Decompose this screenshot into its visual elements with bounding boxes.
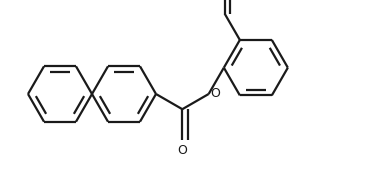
Text: O: O	[211, 87, 221, 101]
Text: O: O	[177, 144, 187, 157]
